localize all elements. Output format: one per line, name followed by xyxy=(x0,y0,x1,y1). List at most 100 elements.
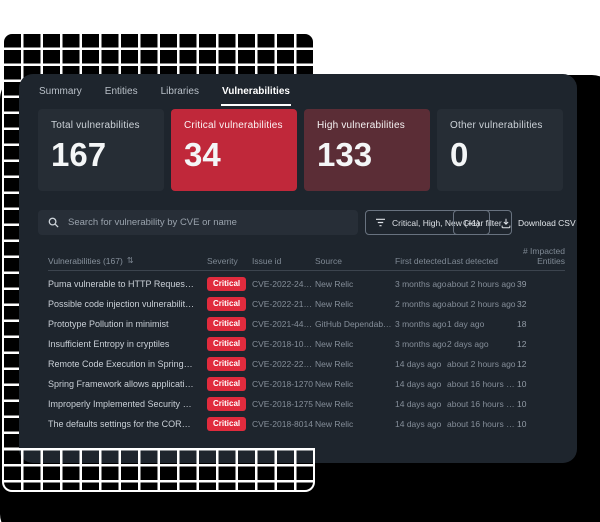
issue-id-cell: CVE-2021-44906 xyxy=(252,319,315,329)
vulnerabilities-panel: Summary Entities Libraries Vulnerabiliti… xyxy=(19,74,577,463)
sort-icon[interactable]: ⇅ xyxy=(126,256,134,266)
severity-cell: Critical xyxy=(207,357,252,371)
issue-id-cell: CVE-2022-21831 xyxy=(252,299,315,309)
issue-id-cell: CVE-2018-1270 xyxy=(252,379,313,389)
severity-badge: Critical xyxy=(207,357,247,371)
vulnerability-name: The defaults settings for the CORS filte… xyxy=(48,419,207,429)
table-row[interactable]: Prototype Pollution in minimist Critical… xyxy=(48,314,565,334)
table-row[interactable]: The defaults settings for the CORS filte… xyxy=(48,414,565,434)
download-csv-label: Download CSV xyxy=(518,217,576,228)
severity-cell: Critical xyxy=(207,277,252,291)
column-header-first-detected[interactable]: First detected xyxy=(395,256,447,267)
source-cell: New Relic xyxy=(315,359,354,369)
severity-cell: Critical xyxy=(207,317,252,331)
tab-entities[interactable]: Entities xyxy=(104,78,139,106)
stat-card-label: Critical vulnerabilities xyxy=(184,120,283,131)
table-row[interactable]: Puma vulnerable to HTTP Request Smugglin… xyxy=(48,274,565,294)
first-detected-cell: 3 months ago xyxy=(395,279,447,289)
search-input[interactable] xyxy=(66,216,358,229)
first-detected-cell: 14 days ago xyxy=(395,399,442,409)
grid-decoration-front xyxy=(2,448,315,492)
table-header: Vulnerabilities (167) ⇅ Severity Issue i… xyxy=(48,246,565,266)
column-header-severity[interactable]: Severity xyxy=(207,256,238,267)
column-header-vulnerabilities[interactable]: Vulnerabilities (167) ⇅ xyxy=(48,256,207,266)
clear-filter-button[interactable]: Clear filter xyxy=(453,210,512,235)
severity-cell: Critical xyxy=(207,337,252,351)
tab-label: Vulnerabilities xyxy=(221,86,290,97)
stat-card-value: 0 xyxy=(450,136,469,173)
severity-badge: Critical xyxy=(207,417,247,431)
severity-cell: Critical xyxy=(207,377,252,391)
source-cell: New Relic xyxy=(315,399,354,409)
last-detected-cell: about 2 hours ago xyxy=(447,359,516,369)
last-detected-cell: about 16 hours ago xyxy=(447,419,517,429)
severity-filter-button[interactable]: Critical, High, New (+1) xyxy=(365,210,490,235)
table-title: Vulnerabilities (167) xyxy=(48,256,123,267)
vulnerability-name: Remote Code Execution in Spring Framewor… xyxy=(48,359,207,369)
tab-libraries[interactable]: Libraries xyxy=(160,78,200,106)
source-cell: New Relic xyxy=(315,279,354,289)
severity-badge: Critical xyxy=(207,317,247,331)
impacted-entities-cell: 10 xyxy=(517,399,527,409)
severity-filter-label: Critical, High, New (+1) xyxy=(392,217,480,228)
impacted-entities-cell: 10 xyxy=(517,379,527,389)
stat-card-label: Total vulnerabilities xyxy=(51,120,140,131)
stat-card-label: Other vulnerabilities xyxy=(450,120,543,131)
source-cell: New Relic xyxy=(315,339,354,349)
last-detected-cell: about 16 hours ago xyxy=(447,379,517,389)
column-header-source[interactable]: Source xyxy=(315,256,342,267)
stat-card-value: 34 xyxy=(184,136,221,173)
severity-cell: Critical xyxy=(207,417,252,431)
severity-badge: Critical xyxy=(207,377,247,391)
source-cell: New Relic xyxy=(315,379,354,389)
stat-card-value: 167 xyxy=(51,136,107,173)
stat-card: High vulnerabilities 133 xyxy=(304,109,430,191)
vulnerability-name: Improperly Implemented Security Check fo… xyxy=(48,399,207,409)
table-row[interactable]: Possible code injection vulnerability in… xyxy=(48,294,565,314)
issue-id-cell: CVE-2018-100062 xyxy=(252,339,315,349)
download-csv-button[interactable]: Download CSV xyxy=(500,210,576,235)
impacted-entities-cell: 32 xyxy=(517,299,527,309)
impacted-entities-cell: 10 xyxy=(517,419,527,429)
impacted-entities-cell: 18 xyxy=(517,319,527,329)
tab-summary[interactable]: Summary xyxy=(38,78,83,106)
table-row[interactable]: Improperly Implemented Security Check fo… xyxy=(48,394,565,414)
column-header-last-detected[interactable]: Last detected xyxy=(447,256,499,267)
download-icon xyxy=(500,217,512,229)
last-detected-cell: about 2 hours ago xyxy=(447,279,516,289)
vulnerability-name: Prototype Pollution in minimist xyxy=(48,319,169,329)
table-row[interactable]: Spring Framework allows applications to … xyxy=(48,374,565,394)
search-icon xyxy=(48,217,59,228)
severity-cell: Critical xyxy=(207,397,252,411)
vulnerability-name: Insufficient Entropy in cryptiles xyxy=(48,339,170,349)
first-detected-cell: 3 months ago xyxy=(395,339,447,349)
search-box[interactable] xyxy=(38,210,358,235)
impacted-entities-cell: 12 xyxy=(517,339,527,349)
stat-card-row: Total vulnerabilities 167 Critical vulne… xyxy=(38,109,563,191)
last-detected-cell: about 16 hours ago xyxy=(447,399,517,409)
table-row[interactable]: Insufficient Entropy in cryptiles Critic… xyxy=(48,334,565,354)
filter-icon xyxy=(375,218,386,227)
first-detected-cell: 3 months ago xyxy=(395,319,447,329)
clear-filter-label: Clear filter xyxy=(463,217,502,228)
vulnerability-name: Spring Framework allows applications to … xyxy=(48,379,207,389)
severity-badge: Critical xyxy=(207,297,247,311)
first-detected-cell: 14 days ago xyxy=(395,419,442,429)
impacted-entities-cell: 12 xyxy=(517,359,527,369)
stat-card: Critical vulnerabilities 34 xyxy=(171,109,297,191)
tab-label: Entities xyxy=(104,86,138,97)
tab-label: Summary xyxy=(39,86,82,97)
first-detected-cell: 14 days ago xyxy=(395,379,442,389)
table-row[interactable]: Remote Code Execution in Spring Framewor… xyxy=(48,354,565,374)
severity-badge: Critical xyxy=(207,277,247,291)
column-header-impacted-entities[interactable]: # Impacted Entities xyxy=(522,246,565,267)
severity-badge: Critical xyxy=(207,337,247,351)
impacted-entities-cell: 39 xyxy=(517,279,527,289)
last-detected-cell: 2 days ago xyxy=(447,339,489,349)
table-body: Puma vulnerable to HTTP Request Smugglin… xyxy=(48,274,565,434)
tab-bar: Summary Entities Libraries Vulnerabiliti… xyxy=(38,78,291,106)
column-header-issue-id[interactable]: Issue id xyxy=(252,256,282,267)
tab-vulnerabilities[interactable]: Vulnerabilities xyxy=(220,78,291,106)
last-detected-cell: 1 day ago xyxy=(447,319,485,329)
